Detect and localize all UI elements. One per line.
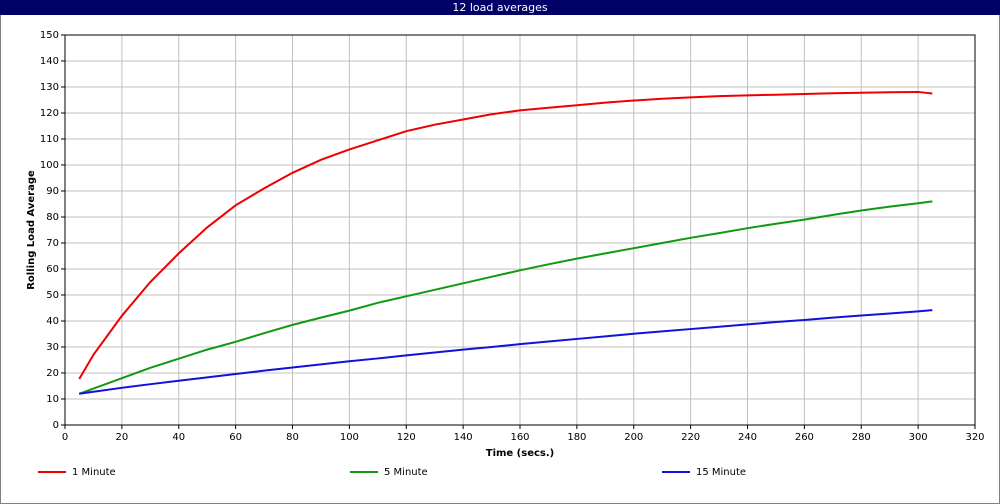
x-axis-label: Time (secs.) bbox=[486, 448, 555, 459]
x-tick-label: 120 bbox=[397, 432, 416, 443]
x-tick-label: 160 bbox=[510, 432, 529, 443]
line-series bbox=[78, 90, 933, 380]
x-tick-label: 20 bbox=[116, 432, 129, 443]
y-tick-label: 140 bbox=[40, 56, 59, 67]
y-tick-label: 40 bbox=[46, 316, 59, 327]
y-tick-label: 100 bbox=[40, 160, 59, 171]
x-tick-label: 320 bbox=[965, 432, 984, 443]
x-tick-label: 100 bbox=[340, 432, 359, 443]
y-tick-label: 80 bbox=[46, 212, 59, 223]
y-tick-label: 90 bbox=[46, 186, 59, 197]
x-tick-label: 220 bbox=[681, 432, 700, 443]
line-series bbox=[78, 200, 933, 395]
chart-title: 12 load averages bbox=[452, 1, 548, 14]
x-tick-label: 300 bbox=[909, 432, 928, 443]
legend-label: 15 Minute bbox=[696, 467, 746, 478]
y-tick-label: 70 bbox=[46, 238, 59, 249]
x-tick-label: 280 bbox=[852, 432, 871, 443]
y-tick-label: 50 bbox=[46, 290, 59, 301]
title-bar bbox=[0, 0, 1000, 15]
y-axis-label: Rolling Load Average bbox=[26, 170, 37, 290]
plot-border bbox=[64, 34, 976, 426]
x-tick-label: 180 bbox=[567, 432, 586, 443]
y-tick-label: 120 bbox=[40, 108, 59, 119]
y-tick-label: 110 bbox=[40, 134, 59, 145]
x-tick-label: 80 bbox=[286, 432, 299, 443]
x-tick-label: 140 bbox=[454, 432, 473, 443]
x-tick-label: 240 bbox=[738, 432, 757, 443]
y-tick-label: 10 bbox=[46, 394, 59, 405]
x-tick-label: 60 bbox=[229, 432, 242, 443]
x-tick-label: 0 bbox=[62, 432, 68, 443]
y-tick-label: 30 bbox=[46, 342, 59, 353]
y-tick-label: 0 bbox=[53, 420, 59, 431]
y-tick-label: 130 bbox=[40, 82, 59, 93]
x-tick-label: 40 bbox=[172, 432, 185, 443]
x-tick-label: 260 bbox=[795, 432, 814, 443]
legend-label: 5 Minute bbox=[384, 467, 428, 478]
line-series bbox=[79, 309, 933, 395]
y-tick-label: 60 bbox=[46, 264, 59, 275]
y-tick-label: 150 bbox=[40, 30, 59, 41]
legend-label: 1 Minute bbox=[72, 467, 116, 478]
y-tick-label: 20 bbox=[46, 368, 59, 379]
x-tick-label: 200 bbox=[624, 432, 643, 443]
